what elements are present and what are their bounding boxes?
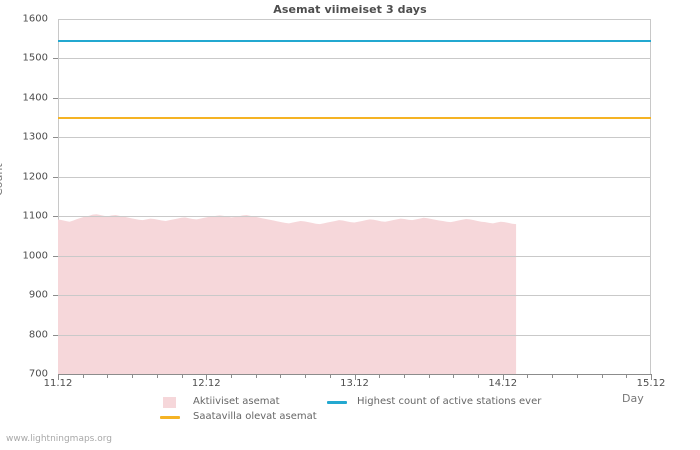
gridline <box>58 334 651 336</box>
x-axis-tick-label: 11.12 <box>43 378 73 389</box>
reference-line <box>58 39 651 42</box>
reference-line <box>58 116 651 119</box>
x-axis-tick <box>527 374 529 378</box>
y-axis-tick <box>53 97 58 99</box>
gridline <box>58 58 651 60</box>
x-axis-tick <box>478 374 480 378</box>
legend-label[interactable]: Saatavilla olevat asemat <box>193 411 317 422</box>
y-axis-tick <box>53 176 58 178</box>
y-axis-tick-label: 1100 <box>22 210 48 222</box>
gridline <box>58 97 651 99</box>
chart-legend: Aktiiviset asemat Highest count of active… <box>0 396 700 426</box>
x-axis-title: Day <box>622 392 644 405</box>
x-axis-tick <box>82 374 84 378</box>
plot-frame <box>58 19 651 374</box>
legend-swatch-line <box>160 416 180 419</box>
x-axis-tick-label: 14.12 <box>488 378 518 389</box>
x-axis-tick <box>206 374 208 380</box>
active-stations-area <box>58 214 517 374</box>
x-axis-tick <box>601 374 603 378</box>
x-axis-tick <box>280 374 282 378</box>
x-axis-tick <box>453 374 455 378</box>
chart-title: Asemat viimeiset 3 days <box>273 3 427 16</box>
x-axis-tick <box>156 374 158 378</box>
x-axis-tick <box>132 374 134 378</box>
legend-swatch-line <box>327 401 347 404</box>
y-axis-tick <box>53 295 58 297</box>
y-axis-tick-label: 900 <box>28 289 48 301</box>
x-axis-tick-label: 13.12 <box>340 378 369 389</box>
gridline <box>58 176 651 178</box>
x-axis-tick <box>329 374 331 378</box>
x-axis-tick-label: 15.12 <box>636 378 666 389</box>
x-axis-tick <box>305 374 307 378</box>
x-axis-tick-label: 12.12 <box>191 378 221 389</box>
gridline <box>58 137 651 139</box>
x-axis-tick <box>576 374 578 378</box>
x-axis-tick <box>354 374 356 380</box>
plot-area <box>58 19 651 375</box>
gridline <box>58 295 651 297</box>
y-axis-tick <box>53 58 58 60</box>
x-axis-tick <box>552 374 554 378</box>
gridline <box>58 19 651 20</box>
y-axis-tick <box>53 216 58 218</box>
legend-swatch-box <box>163 397 176 408</box>
gridline <box>58 255 651 257</box>
y-axis-tick-label: 700 <box>28 368 48 380</box>
x-axis-tick <box>379 374 381 378</box>
legend-label[interactable]: Aktiiviset asemat <box>193 396 280 407</box>
gridline <box>58 216 651 218</box>
y-axis-tick-label: 1300 <box>22 131 48 143</box>
y-axis-tick-label: 1500 <box>22 52 48 64</box>
y-axis-tick <box>53 137 58 139</box>
y-axis-tick-label: 1600 <box>22 13 48 25</box>
y-axis-tick <box>53 255 58 257</box>
x-axis-tick <box>651 374 652 380</box>
y-axis-tick-label: 1400 <box>22 92 48 104</box>
x-axis-tick <box>58 374 59 380</box>
x-axis-tick <box>181 374 183 378</box>
legend-label[interactable]: Highest count of active stations ever <box>357 396 542 407</box>
y-axis-tick-label: 1000 <box>22 250 48 262</box>
x-axis-tick <box>403 374 405 378</box>
y-axis: Count 700 800 900 1000 1100 1200 1300 1400 1500 1… <box>0 0 58 450</box>
x-axis-tick <box>107 374 109 378</box>
footer-watermark: www.lightningmaps.org <box>6 434 112 444</box>
x-axis-tick <box>230 374 232 378</box>
y-axis-tick <box>53 334 58 336</box>
x-axis-tick <box>502 374 504 380</box>
x-axis-tick <box>255 374 257 378</box>
area-path <box>58 214 517 374</box>
y-axis-tick-label: 800 <box>28 329 48 341</box>
x-axis-tick <box>428 374 430 378</box>
y-axis-tick-label: 1200 <box>22 171 48 183</box>
y-axis-title: Count <box>0 163 5 196</box>
x-axis-tick <box>626 374 628 378</box>
